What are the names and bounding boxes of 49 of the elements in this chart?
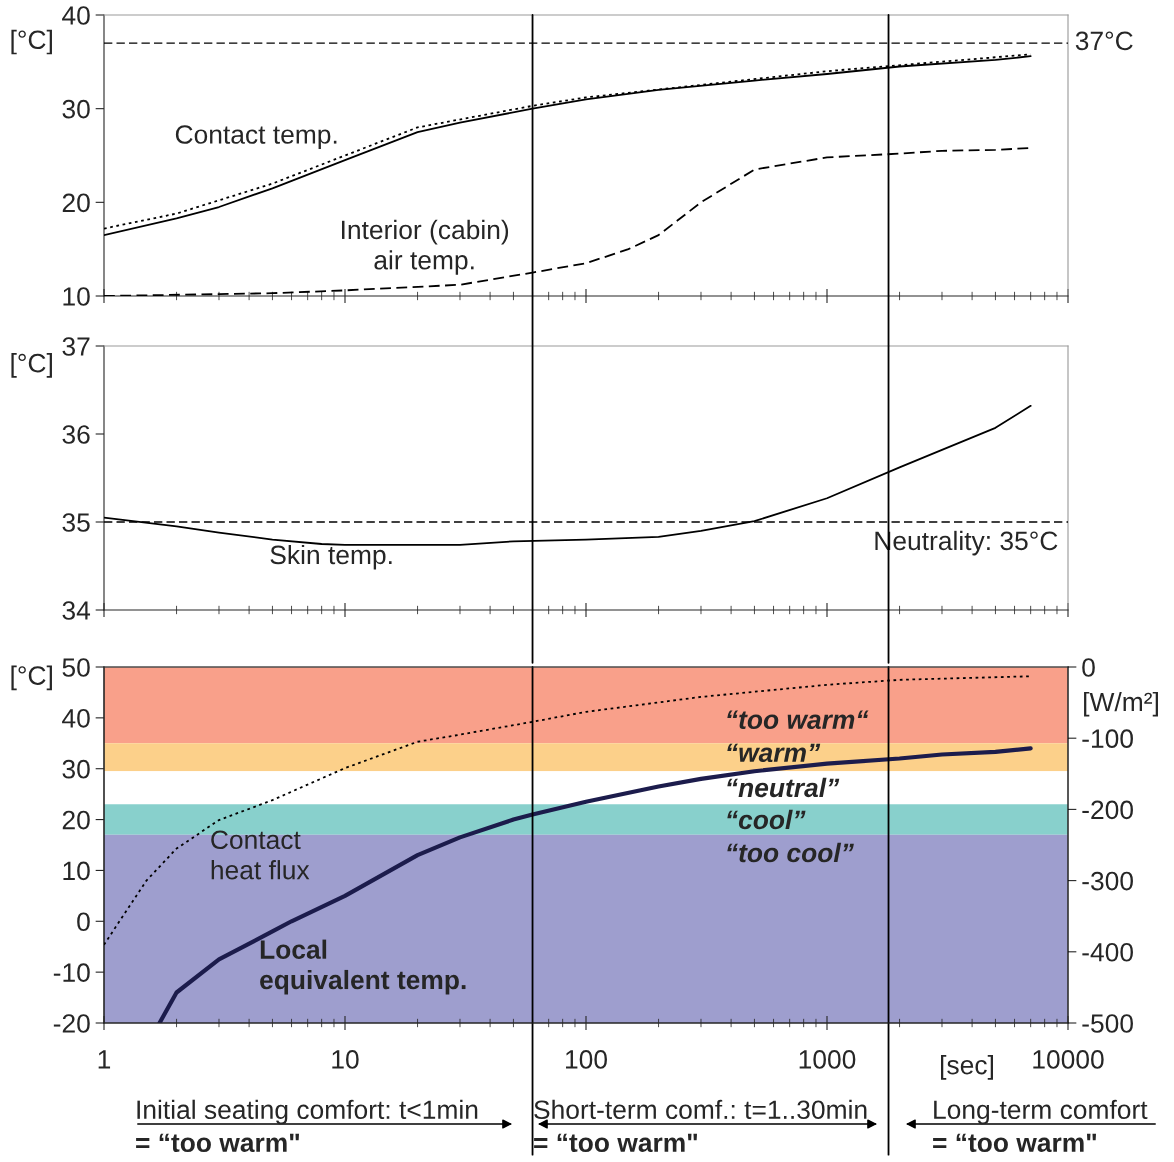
text: = “too warm" [534, 1133, 697, 1153]
band-label: “too cool” [727, 842, 854, 863]
text: = “too warm" [933, 1133, 1096, 1153]
y-tick-label: 20 [62, 810, 90, 830]
y-axis-title: [°C] [11, 29, 52, 55]
text: Short-term comf.: t=1..30min [534, 1099, 867, 1120]
ref-line-label: 37°C [1075, 31, 1133, 51]
y-tick-label: 36 [62, 425, 90, 444]
y2-tick-label: -100 [1082, 729, 1133, 749]
y-tick-label: 20 [62, 193, 90, 213]
text: = “too warm" [136, 1133, 299, 1153]
band-label: “neutral” [727, 777, 840, 798]
series-label: Interior (cabin) air temp. [342, 219, 509, 275]
series-label: Contact heat flux [211, 830, 310, 880]
series-label: Local equivalent temp. [260, 939, 466, 995]
y-tick-label: 40 [62, 708, 90, 728]
y2-tick-label: -200 [1082, 800, 1133, 820]
y-tick-label: -10 [53, 963, 90, 982]
x-tick-label: 100 [566, 1050, 607, 1069]
y-tick-label: 50 [62, 658, 90, 677]
y-tick-label: 40 [62, 6, 90, 25]
y-tick-label: 34 [62, 601, 91, 620]
y2-tick-label: -300 [1082, 871, 1133, 891]
text: Long-term comfort [934, 1099, 1148, 1125]
y-tick-label: 30 [62, 99, 90, 119]
y2-tick-label: 0 [1082, 658, 1095, 677]
y-tick-label: 30 [62, 759, 90, 779]
y-tick-label: 37 [62, 337, 90, 356]
y-tick-label: 10 [63, 861, 90, 881]
text: Initial seating comfort: t<1min [137, 1099, 478, 1125]
y-axis-title: [°C] [11, 665, 52, 691]
series-label: Skin temp. [270, 544, 392, 570]
x-tick-label: 1 [98, 1050, 111, 1069]
y-tick-label: 35 [62, 513, 90, 532]
x-tick-label: 10 [332, 1050, 359, 1069]
y2-tick-label: -500 [1082, 1014, 1133, 1033]
y2-tick-label: -400 [1082, 942, 1133, 962]
y-tick-label: -20 [53, 1014, 90, 1033]
x-tick-label: 10000 [1033, 1050, 1104, 1069]
band-label: “too warm“ [727, 710, 869, 730]
y-axis-title: [°C] [11, 353, 52, 378]
band-label: “cool” [727, 809, 806, 830]
y-tick-label: 10 [63, 287, 90, 306]
y2-axis-title: [W/m²] [1084, 691, 1158, 717]
y-tick-label: 0 [77, 912, 90, 932]
x-tick-label: 1000 [799, 1050, 856, 1069]
x-axis-title: [sec] [941, 1055, 993, 1080]
series-label: Contact temp. [175, 125, 337, 150]
band-label: “warm” [727, 743, 821, 763]
